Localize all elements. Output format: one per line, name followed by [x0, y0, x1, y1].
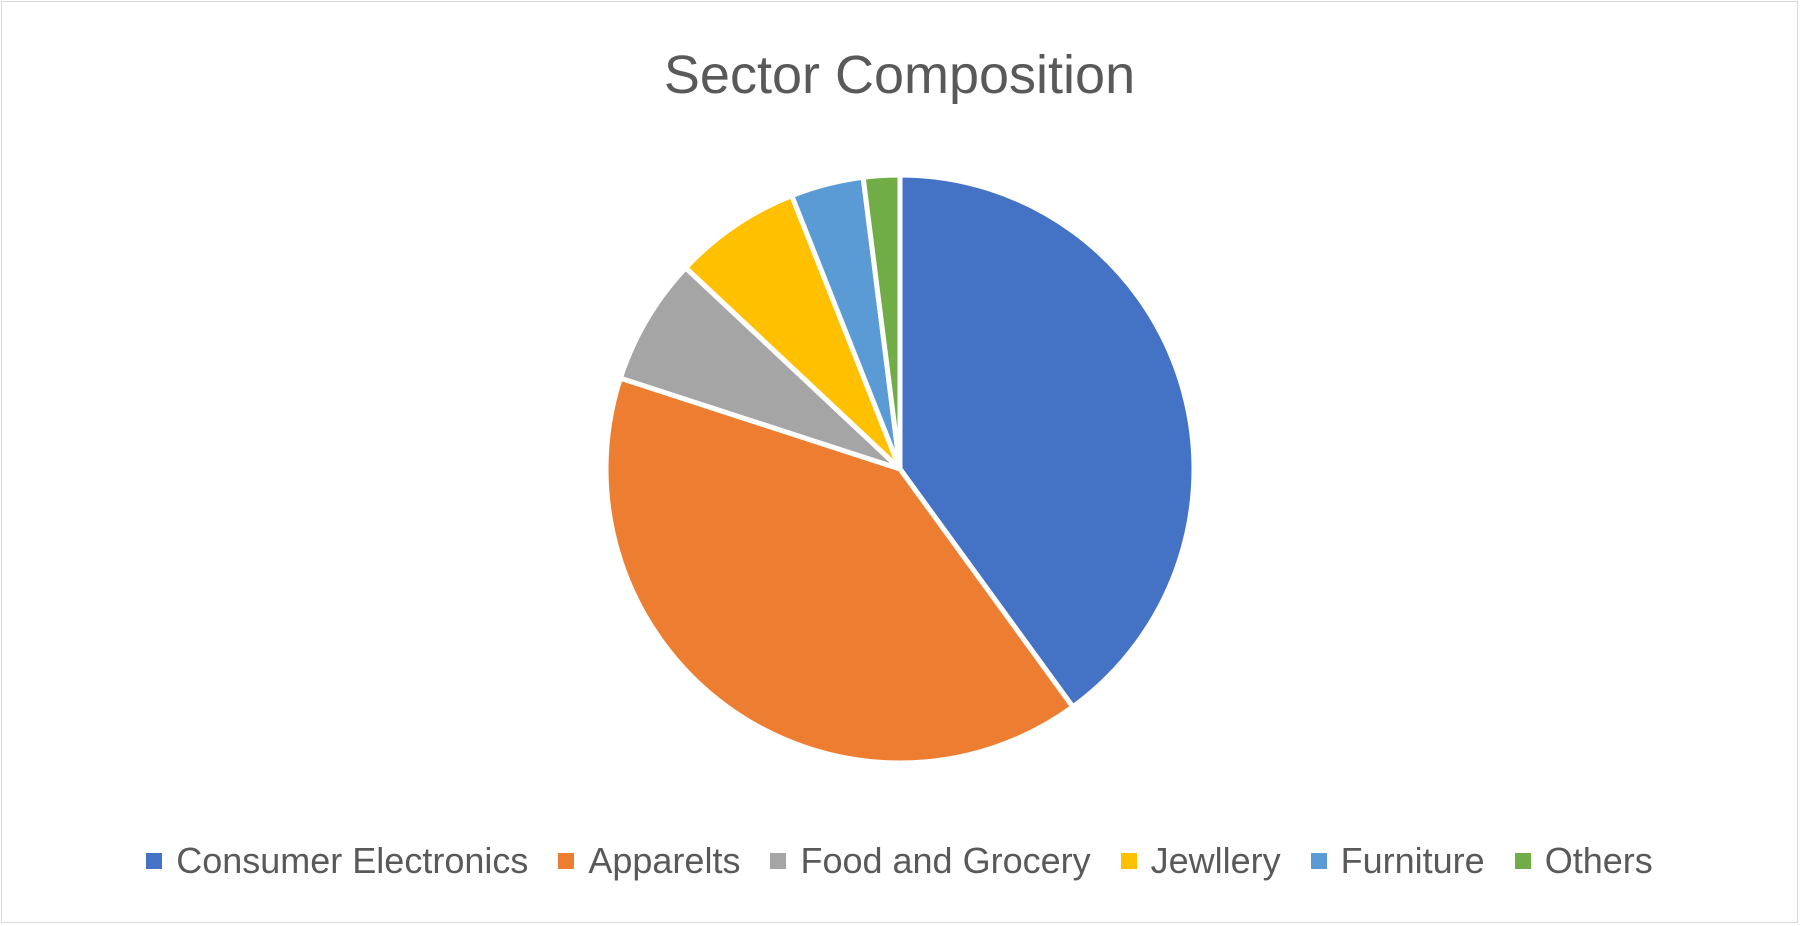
- legend-item: Furniture: [1310, 840, 1485, 882]
- legend-swatch: [1514, 853, 1531, 869]
- pie-slice-food-and-grocery: [617, 265, 903, 472]
- pie-slice-apparelts: [603, 375, 1076, 766]
- legend-item: Food and Grocery: [770, 840, 1091, 882]
- legend-label: Furniture: [1340, 840, 1485, 881]
- pie-slice-others: [860, 172, 903, 472]
- legend-label: Apparelts: [588, 840, 741, 881]
- legend-item: Apparelts: [558, 840, 740, 882]
- legend-item: Consumer Electronics: [146, 840, 528, 882]
- legend-swatch: [146, 853, 163, 869]
- legend-swatch: [558, 853, 575, 869]
- legend-label: Others: [1544, 840, 1653, 881]
- legend-swatch: [1310, 853, 1327, 869]
- chart-title: Sector Composition: [663, 45, 1136, 105]
- legend-swatch: [1120, 853, 1137, 869]
- legend-item: Others: [1514, 840, 1653, 882]
- legend-label: Food and Grocery: [800, 840, 1091, 881]
- pie-slice-jewllery: [683, 193, 903, 472]
- pie-slice-consumer-electronics: [897, 172, 1197, 710]
- chart-legend: Consumer Electronics Apparelts Food and Gr…: [2, 836, 1797, 886]
- legend-label: Consumer Electronics: [176, 840, 529, 881]
- legend-label: Jewllery: [1150, 840, 1281, 881]
- legend-item: Jewllery: [1120, 840, 1281, 882]
- legend-swatch: [770, 853, 787, 869]
